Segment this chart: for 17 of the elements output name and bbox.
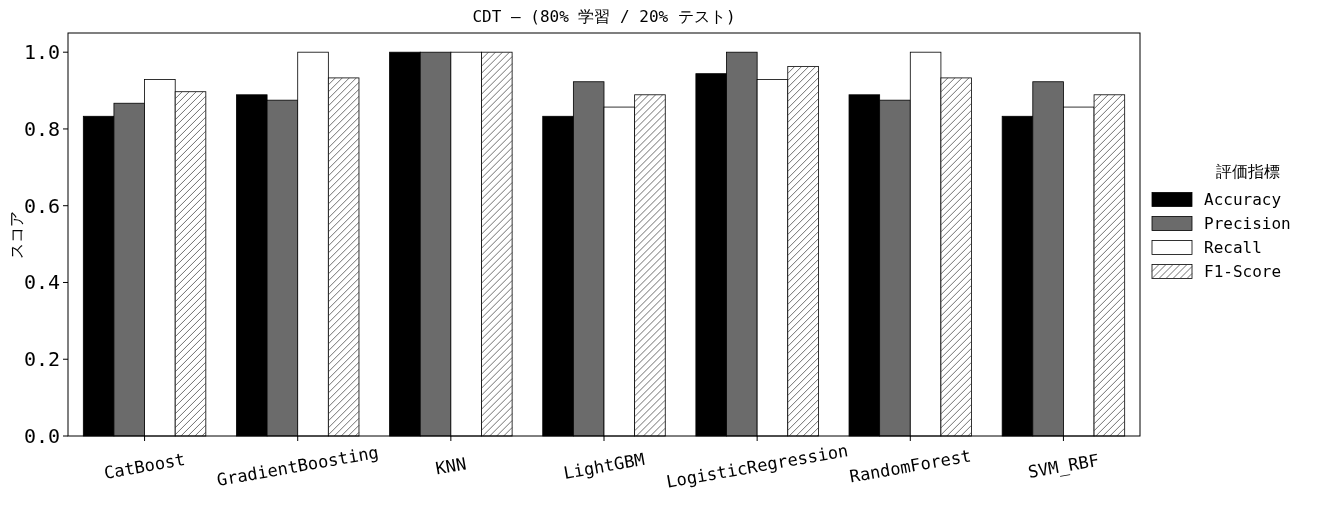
x-tick-label: CatBoost (102, 448, 187, 483)
y-tick-label: 0.0 (23, 424, 60, 448)
legend-label: Recall (1204, 238, 1262, 258)
x-tick-label: SVM_RBF (1026, 449, 1101, 483)
y-tick-label: 0.6 (23, 193, 60, 218)
legend-label: Accuracy (1204, 190, 1282, 210)
legend-label: F1-Score (1204, 262, 1282, 282)
y-tick-label: 0.4 (23, 270, 60, 295)
y-axis-title: スコア (7, 210, 26, 259)
x-tick-label: LightGBM (561, 448, 647, 483)
y-tick-label: 0.2 (23, 347, 60, 372)
x-tick-label: KNN (433, 453, 468, 479)
chart-title: CDT — (80% 学習 / 20% テスト) (472, 7, 736, 26)
legend-title: 評価指標 (1216, 161, 1280, 181)
legend-label: Precision (1204, 214, 1291, 234)
y-tick-label: 0.8 (23, 116, 60, 141)
y-tick-label: 1.0 (23, 40, 60, 65)
